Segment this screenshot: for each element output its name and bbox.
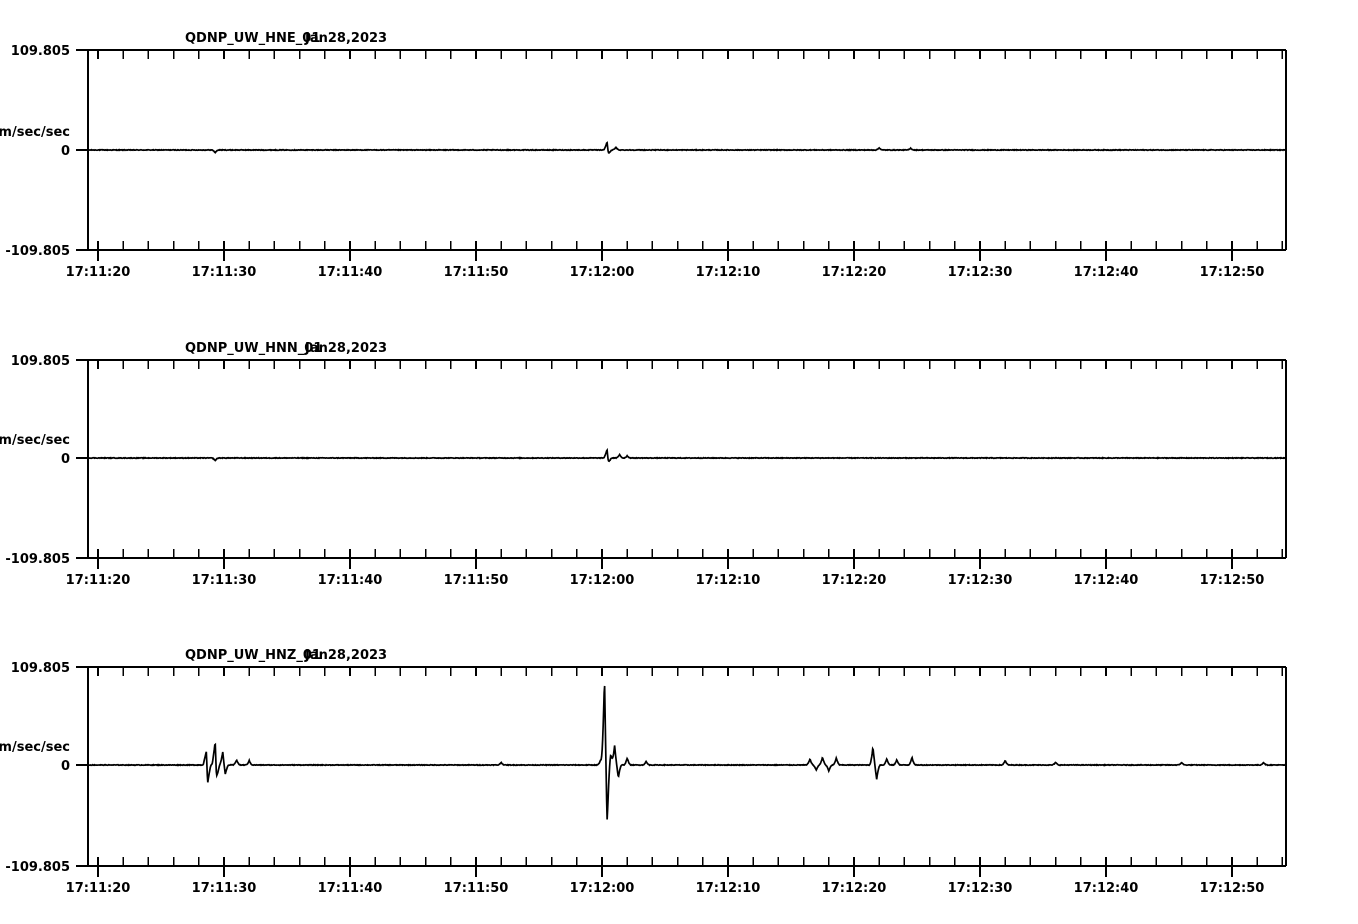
- x-tick-label: 17:11:20: [66, 573, 131, 588]
- y-axis-unit-label: cm/sec/sec: [0, 125, 70, 140]
- x-tick-label: 17:11:40: [318, 265, 383, 280]
- x-tick-label: 17:11:30: [192, 265, 257, 280]
- x-tick-label: 17:12:50: [1200, 881, 1265, 896]
- waveform-trace: [87, 141, 1287, 154]
- x-tick-label: 17:12:40: [1074, 573, 1139, 588]
- y-tick-label-max: 109.805: [11, 661, 70, 676]
- panel-date: Jan28,2023: [305, 648, 388, 663]
- waveform-trace: [87, 685, 1287, 820]
- x-tick-label: 17:12:50: [1200, 265, 1265, 280]
- y-tick-label-min: -109.805: [5, 244, 70, 259]
- panel-title: QDNP_UW_HNN_01: [185, 341, 323, 356]
- panel-date: Jan28,2023: [305, 31, 388, 46]
- x-tick-label: 17:11:30: [192, 573, 257, 588]
- panel-title: QDNP_UW_HNE_01: [185, 31, 321, 46]
- x-tick-label: 17:11:40: [318, 881, 383, 896]
- x-tick-label: 17:12:50: [1200, 573, 1265, 588]
- x-tick-label: 17:12:00: [570, 265, 635, 280]
- x-tick-label: 17:12:10: [696, 573, 761, 588]
- x-tick-label: 17:11:50: [444, 573, 509, 588]
- x-tick-label: 17:12:30: [948, 573, 1013, 588]
- y-axis-unit-label: cm/sec/sec: [0, 433, 70, 448]
- y-tick-label-zero: 0: [61, 144, 70, 159]
- x-tick-label: 17:11:30: [192, 881, 257, 896]
- panel-date: Jan28,2023: [305, 341, 388, 356]
- y-tick-label-zero: 0: [61, 452, 70, 467]
- waveform-trace: [87, 447, 1287, 463]
- x-tick-label: 17:12:40: [1074, 265, 1139, 280]
- x-tick-label: 17:12:30: [948, 265, 1013, 280]
- y-tick-label-max: 109.805: [11, 354, 70, 369]
- y-tick-label-zero: 0: [61, 759, 70, 774]
- y-tick-label-max: 109.805: [11, 44, 70, 59]
- y-tick-label-min: -109.805: [5, 552, 70, 567]
- panel-title: QDNP_UW_HNZ_01: [185, 648, 321, 663]
- y-axis-unit-label: cm/sec/sec: [0, 740, 70, 755]
- x-tick-label: 17:12:10: [696, 881, 761, 896]
- x-tick-label: 17:12:20: [822, 881, 887, 896]
- x-tick-label: 17:12:30: [948, 881, 1013, 896]
- x-tick-label: 17:11:20: [66, 265, 131, 280]
- x-tick-label: 17:11:50: [444, 265, 509, 280]
- x-tick-label: 17:12:00: [570, 881, 635, 896]
- x-tick-label: 17:11:40: [318, 573, 383, 588]
- x-tick-label: 17:11:20: [66, 881, 131, 896]
- x-tick-label: 17:11:50: [444, 881, 509, 896]
- y-tick-label-min: -109.805: [5, 860, 70, 875]
- x-tick-label: 17:12:00: [570, 573, 635, 588]
- x-tick-label: 17:12:20: [822, 265, 887, 280]
- x-tick-label: 17:12:40: [1074, 881, 1139, 896]
- x-tick-label: 17:12:10: [696, 265, 761, 280]
- x-tick-label: 17:12:20: [822, 573, 887, 588]
